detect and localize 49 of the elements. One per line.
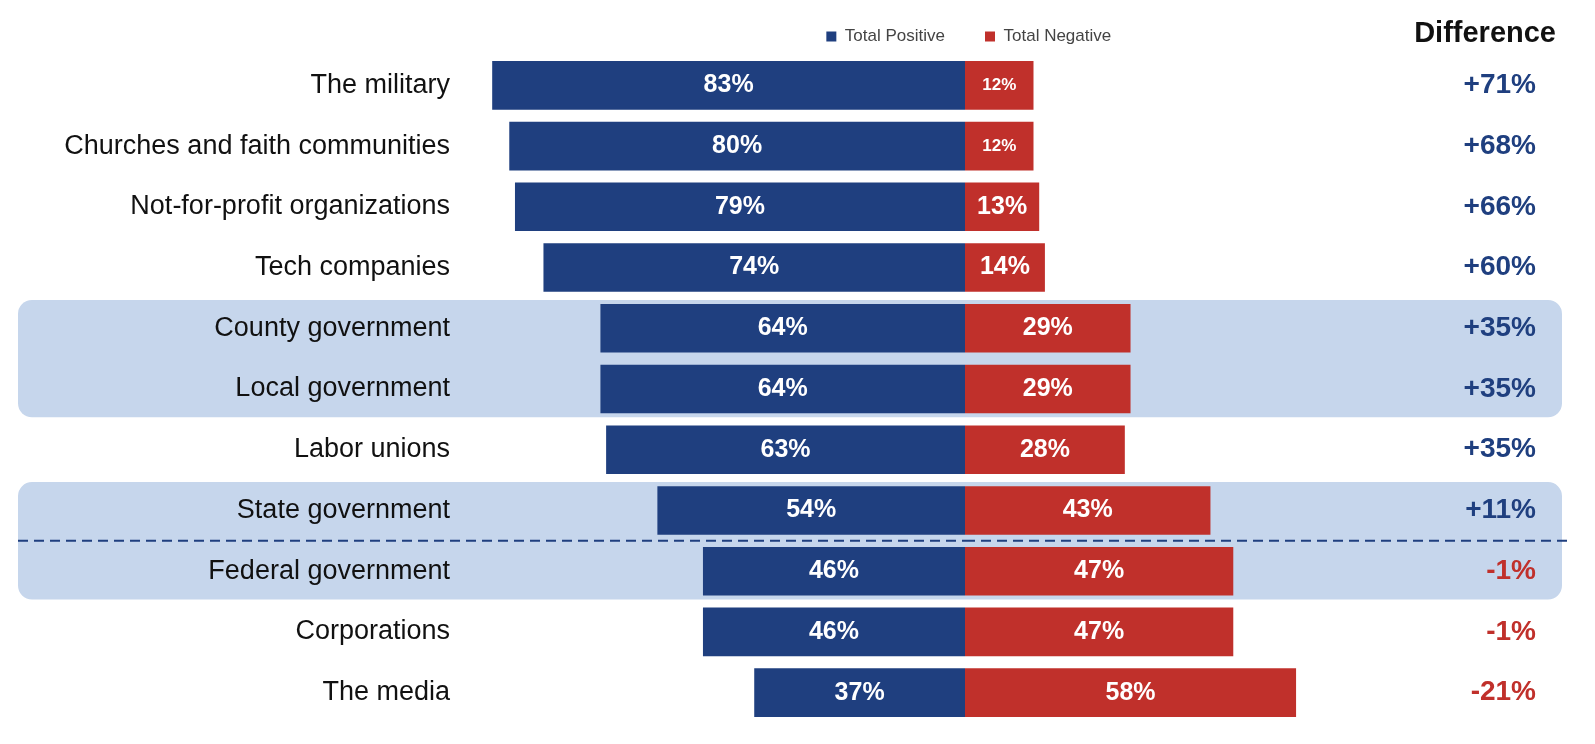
data-label: 64% [757,312,808,341]
y-tick-label: Not-for-profit organizations [130,190,450,221]
text: +68% [1463,128,1537,160]
data-label: 37% [834,676,885,705]
text: +66% [1463,189,1537,221]
text: +60% [1463,250,1537,282]
y-tick-label: Churches and faith communities [64,129,450,160]
data-label: 46% [808,615,859,644]
y-tick-label: Labor unions [293,433,450,464]
data-label: 64% [757,372,808,401]
y-tick-label: Tech companies [254,251,450,281]
data-label: 47% [1074,615,1125,644]
data-label: 12% [982,135,1017,155]
text: +35% [1463,371,1537,403]
data-label: 80% [712,129,763,158]
y-tick-label: County government [214,311,451,342]
y-tick-label: Corporations [295,615,450,646]
data-label: 79% [714,190,766,219]
bar [965,61,1034,110]
text: -21% [1470,675,1537,707]
data-label: 58% [1105,676,1156,705]
y-tick-label: The military [310,68,451,99]
bar [965,121,1034,171]
text: -1% [1486,614,1537,646]
data-label: 83% [703,69,754,98]
data-label: 46% [808,555,859,584]
data-label: 29% [1022,312,1073,341]
text: +35% [1463,432,1537,464]
data-label: 28% [1019,433,1070,462]
text: -1% [1486,553,1537,585]
legend-label: Total Positive [844,26,946,46]
y-tick-label: Local government [235,372,451,403]
data-label: 14% [979,251,1030,280]
y-tick-label: The media [322,676,451,707]
data-label: 43% [1062,494,1113,523]
data-label: 13% [977,190,1028,219]
data-label: 63% [760,433,811,462]
text: +11% [1465,493,1537,525]
y-tick-label: Federal government [208,554,451,585]
data-label: 47% [1074,555,1125,584]
data-label: 29% [1022,372,1073,401]
text: Difference [1414,16,1556,48]
text: +35% [1463,310,1537,342]
data-label: 54% [786,494,837,523]
data-label: 74% [729,251,780,280]
y-tick-label: State government [236,493,451,524]
legend-label: Total Negative [1003,26,1112,46]
data-label: 12% [982,75,1017,95]
text: +71% [1463,68,1537,100]
